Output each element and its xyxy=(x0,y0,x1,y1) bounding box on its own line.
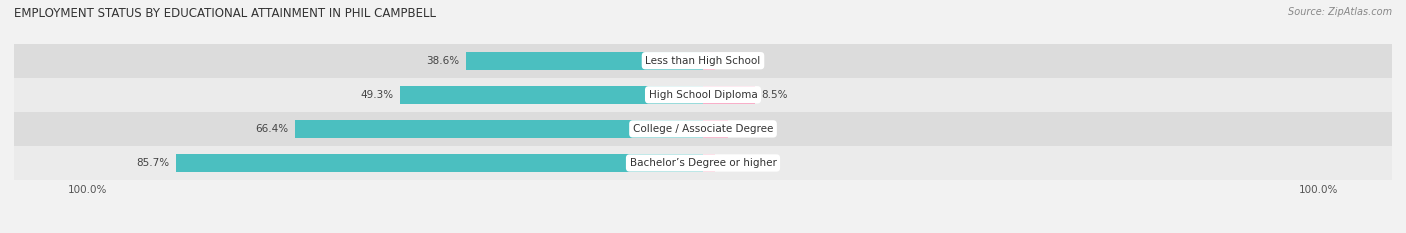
Bar xyxy=(465,52,703,70)
Bar xyxy=(0,44,1406,78)
Text: 4.1%: 4.1% xyxy=(734,124,761,134)
Bar xyxy=(703,120,728,138)
Bar xyxy=(0,112,1406,146)
Text: High School Diploma: High School Diploma xyxy=(648,90,758,100)
Text: 38.6%: 38.6% xyxy=(426,56,460,66)
Bar xyxy=(0,146,1406,180)
Text: College / Associate Degree: College / Associate Degree xyxy=(633,124,773,134)
Text: 0.0%: 0.0% xyxy=(721,158,748,168)
Text: Source: ZipAtlas.com: Source: ZipAtlas.com xyxy=(1288,7,1392,17)
Bar xyxy=(176,154,703,172)
Bar xyxy=(703,86,755,104)
Bar xyxy=(0,78,1406,112)
Bar xyxy=(703,52,716,70)
Text: 66.4%: 66.4% xyxy=(256,124,288,134)
Text: EMPLOYMENT STATUS BY EDUCATIONAL ATTAINMENT IN PHIL CAMPBELL: EMPLOYMENT STATUS BY EDUCATIONAL ATTAINM… xyxy=(14,7,436,20)
Text: 49.3%: 49.3% xyxy=(360,90,394,100)
Bar xyxy=(399,86,703,104)
Legend: In Labor Force, Unemployed: In Labor Force, Unemployed xyxy=(606,231,800,233)
Bar xyxy=(703,154,716,172)
Text: 8.5%: 8.5% xyxy=(762,90,787,100)
Text: Less than High School: Less than High School xyxy=(645,56,761,66)
Text: Bachelor’s Degree or higher: Bachelor’s Degree or higher xyxy=(630,158,776,168)
Text: 85.7%: 85.7% xyxy=(136,158,170,168)
Text: 0.0%: 0.0% xyxy=(721,56,748,66)
Bar xyxy=(295,120,703,138)
